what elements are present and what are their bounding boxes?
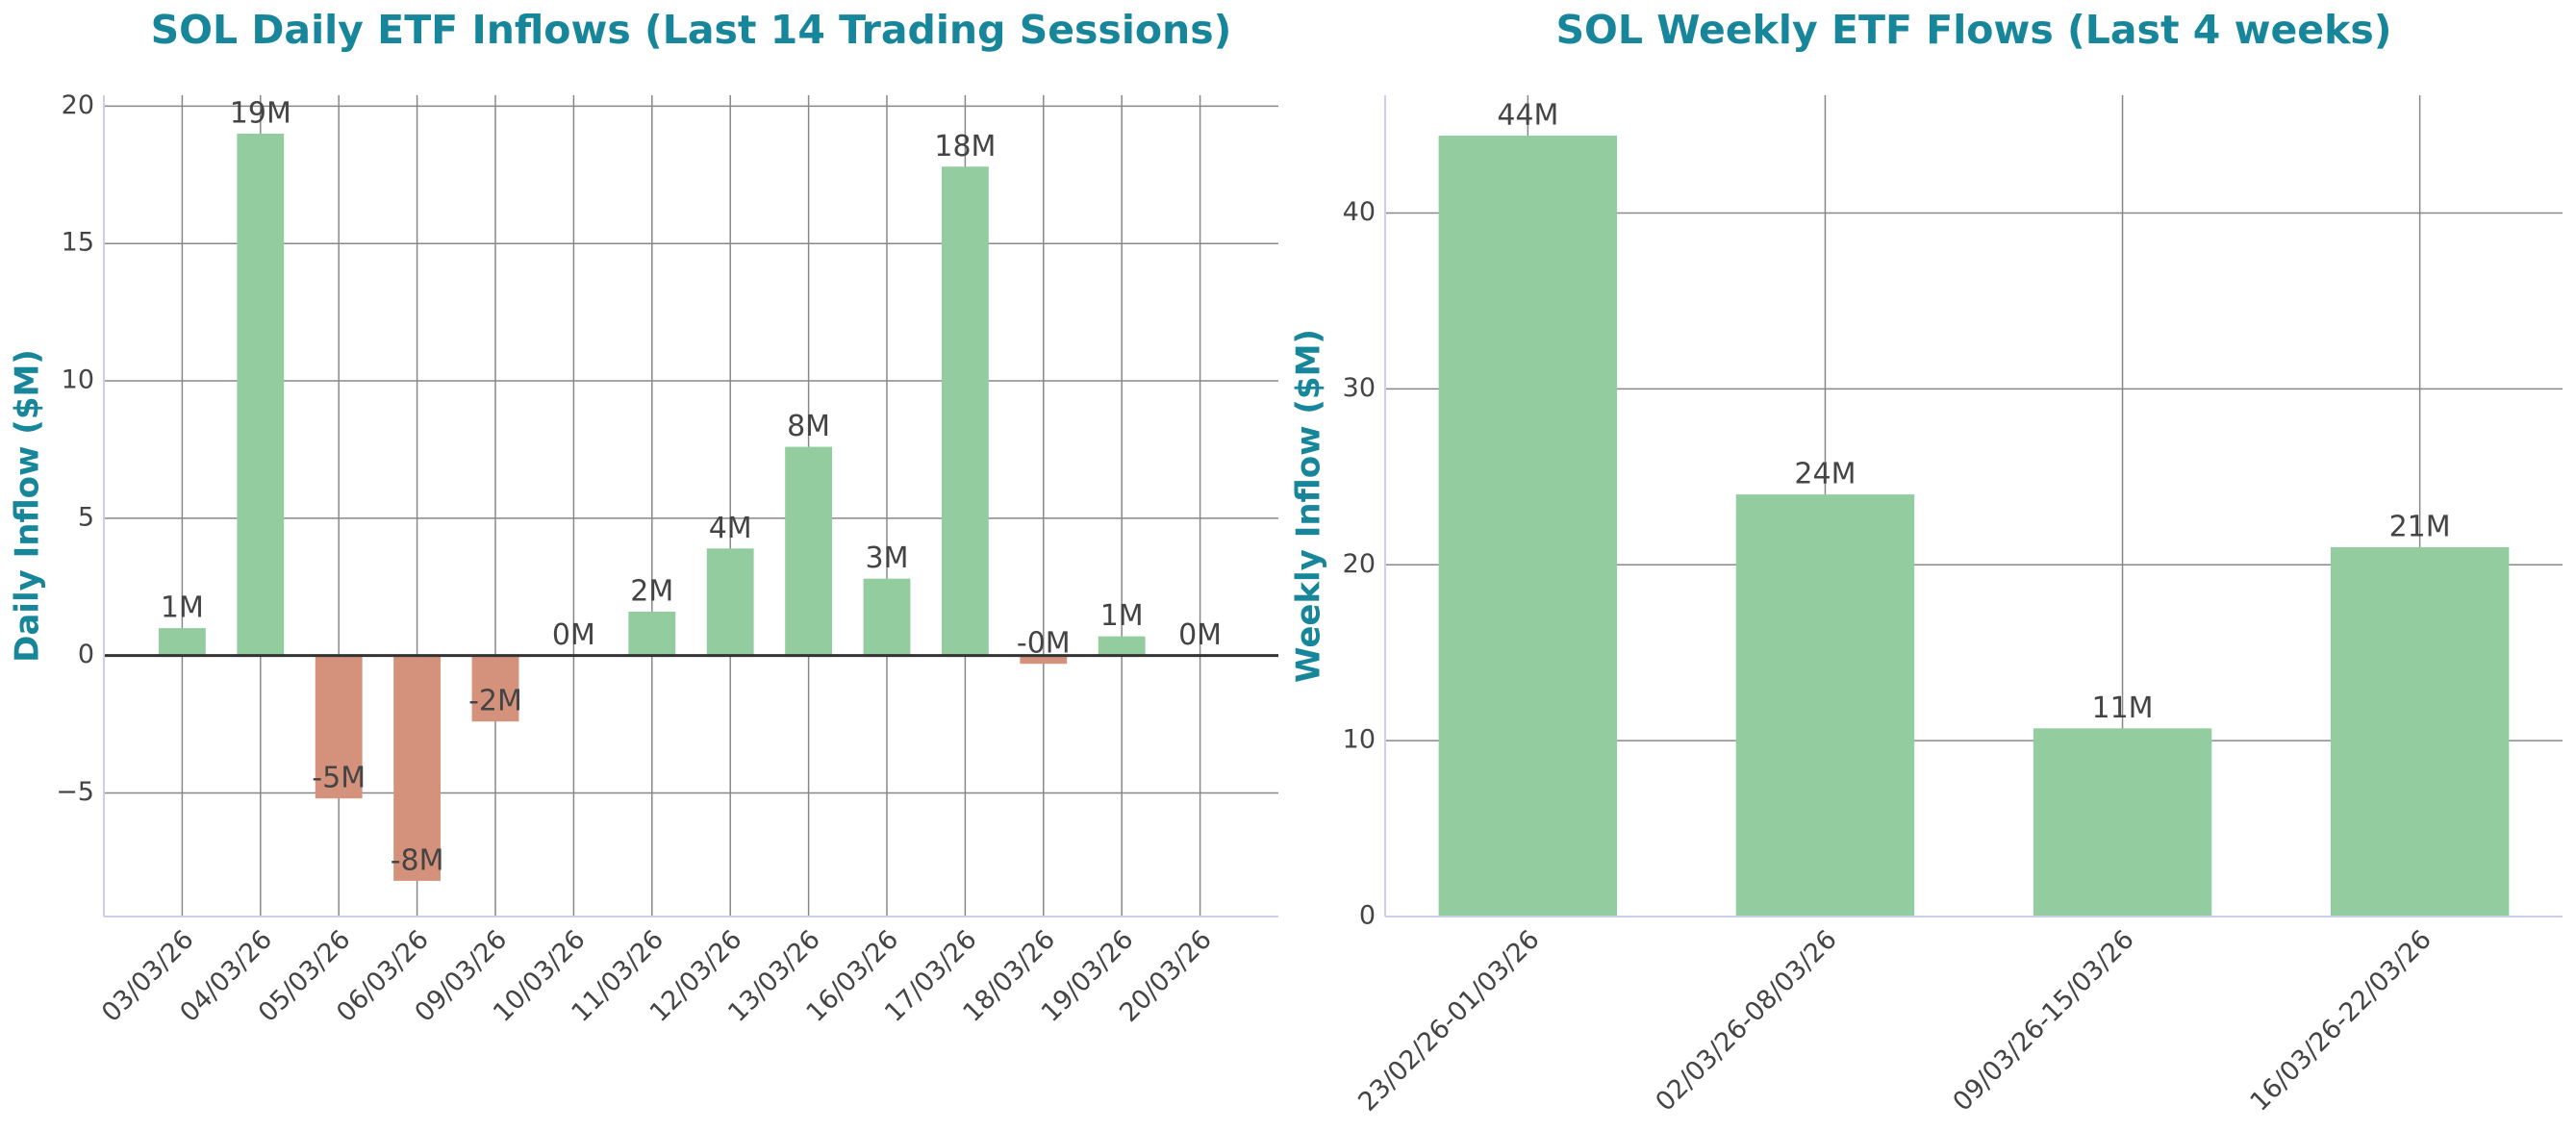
bar [237, 133, 285, 656]
value-label: 0M [1178, 618, 1222, 652]
bar [1438, 136, 1618, 917]
value-label: 2M [630, 574, 673, 608]
value-label: -8M [391, 843, 444, 877]
x-tick-label: 23/02/26-01/03/26 [1352, 924, 1545, 1117]
value-label: 44M [1497, 99, 1558, 133]
bar [706, 548, 754, 656]
x-tick-label: 09/03/26-15/03/26 [1947, 924, 2139, 1117]
bar [2033, 728, 2212, 917]
value-label: 18M [934, 130, 996, 163]
value-label: 11M [2092, 691, 2154, 725]
value-label: -2M [468, 685, 522, 718]
x-tick-label: 16/03/26-22/03/26 [2245, 924, 2437, 1117]
value-label: 19M [230, 96, 291, 130]
bar [471, 655, 519, 722]
bar [941, 166, 989, 656]
bar [2330, 546, 2510, 917]
y-tick-label: 5 [78, 502, 94, 532]
chart-title: SOL Weekly ETF Flows (Last 4 weeks) [1555, 7, 2391, 53]
y-tick-label: 40 [1343, 197, 1376, 227]
chart-title: SOL Daily ETF Inflows (Last 14 Trading S… [151, 7, 1232, 53]
bar [628, 611, 676, 656]
value-label: 8M [787, 410, 830, 443]
bar [1735, 494, 1915, 917]
bar [158, 628, 206, 656]
value-label: 3M [866, 541, 909, 575]
value-label: 0M [552, 618, 595, 652]
y-tick-label: 0 [78, 640, 94, 669]
y-tick-label: 20 [62, 90, 94, 120]
y-tick-label: 10 [1343, 725, 1376, 755]
x-tick-label: 02/03/26-08/03/26 [1650, 924, 1842, 1117]
value-label: 21M [2389, 510, 2451, 543]
y-tick-label: 0 [1359, 901, 1376, 931]
value-label: 1M [161, 591, 204, 625]
y-axis-label: Daily Inflow ($M) [9, 349, 47, 663]
y-tick-label: 15 [62, 228, 94, 258]
bar [863, 578, 911, 656]
y-axis-label: Weekly Inflow ($M) [1290, 329, 1328, 683]
value-label: 24M [1794, 458, 1856, 491]
bar [785, 446, 833, 656]
bar [1020, 655, 1068, 665]
y-tick-label: 30 [1343, 373, 1376, 403]
value-label: -5M [312, 762, 366, 795]
y-tick-label: −5 [56, 777, 94, 807]
bar [315, 655, 363, 799]
value-label: 1M [1100, 599, 1144, 633]
y-tick-label: 10 [62, 365, 94, 395]
y-tick-label: 20 [1343, 549, 1376, 579]
value-label: 4M [709, 512, 752, 545]
bar [393, 655, 442, 881]
bar [1098, 636, 1146, 656]
